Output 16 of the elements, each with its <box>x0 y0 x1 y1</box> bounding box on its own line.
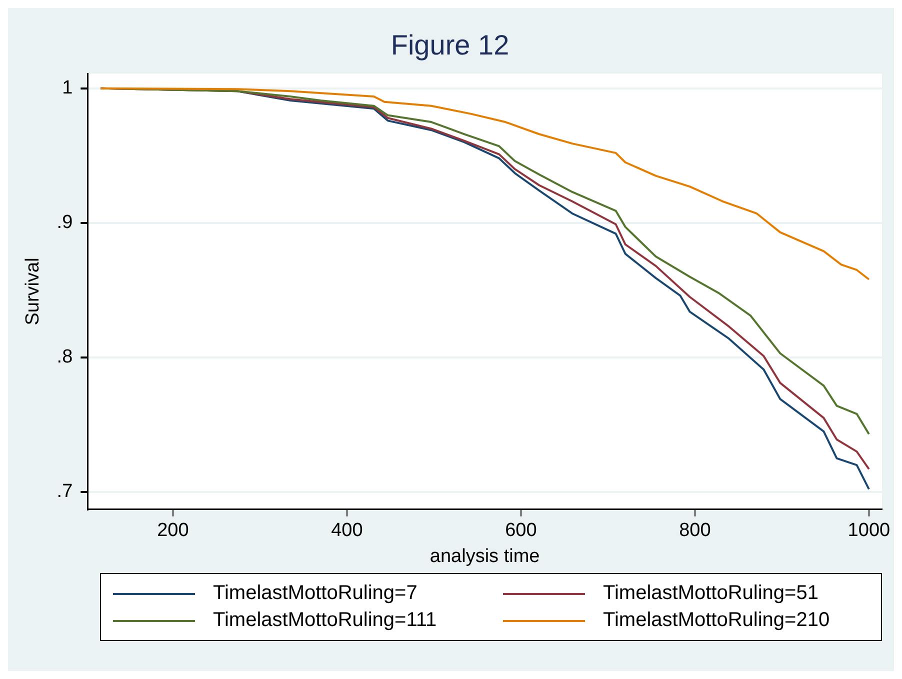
legend-label: TimelastMottoRuling=51 <box>603 582 818 605</box>
legend-label: TimelastMottoRuling=111 <box>213 609 437 632</box>
x-tick-label: 800 <box>679 520 711 542</box>
x-tick-label: 400 <box>331 520 363 542</box>
x-tick-label: 200 <box>157 520 189 542</box>
x-axis-title: analysis time <box>430 546 540 567</box>
chart-title: Figure 12 <box>390 30 510 61</box>
x-tick-label: 1000 <box>848 520 890 542</box>
y-tick-label: .7 <box>56 481 73 502</box>
y-tick-label: .8 <box>56 346 73 368</box>
legend-label: TimelastMottoRuling=210 <box>603 609 830 632</box>
y-tick-label: 1 <box>62 78 73 99</box>
x-tick-label: 600 <box>505 520 537 542</box>
legend-label: TimelastMottoRuling=7 <box>213 582 418 605</box>
y-axis-title: Survival <box>22 258 44 326</box>
y-tick-label: .9 <box>56 212 73 234</box>
